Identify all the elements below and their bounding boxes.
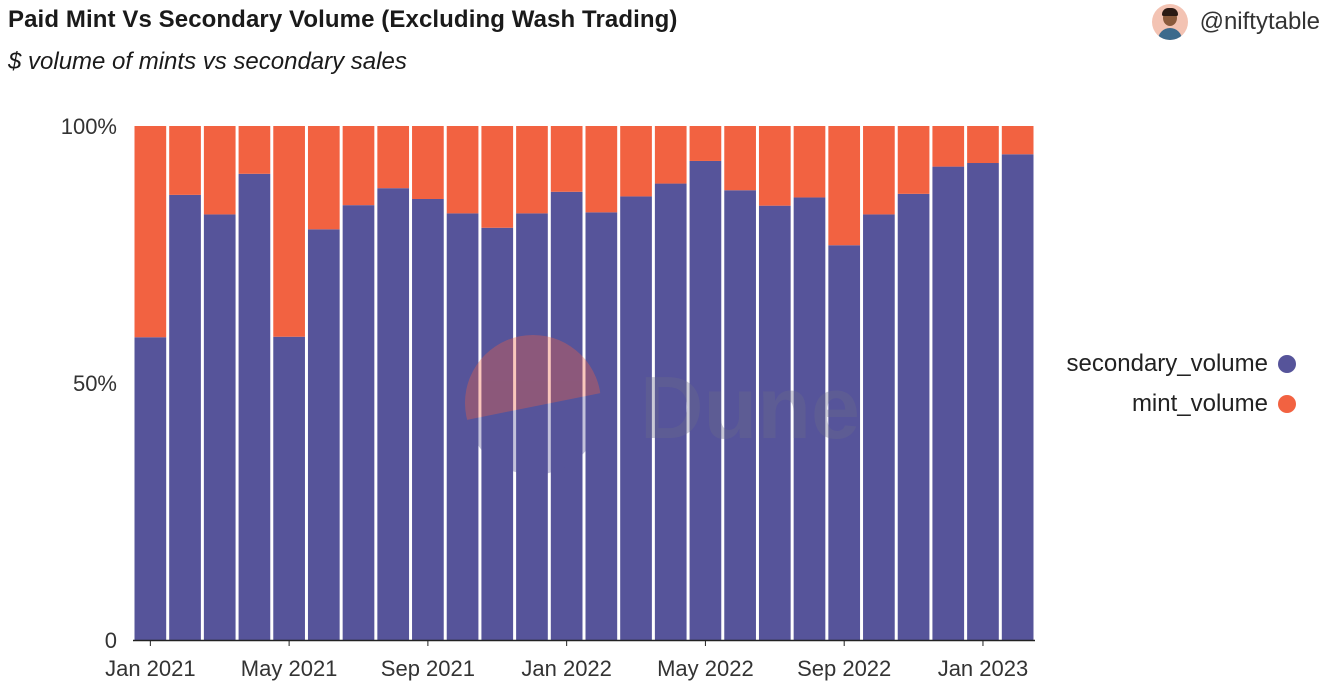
- bar-mint_volume-2022-06[interactable]: [724, 126, 756, 191]
- x-tick-label: Jan 2021: [105, 656, 196, 681]
- bar-mint_volume-2022-10[interactable]: [863, 126, 895, 215]
- legend-label: secondary_volume: [1066, 350, 1268, 377]
- bar-mint_volume-2023-02[interactable]: [1001, 126, 1034, 155]
- bar-mint_volume-2021-12[interactable]: [516, 126, 548, 214]
- bar-mint_volume-2021-08[interactable]: [377, 126, 410, 189]
- y-tick-label: 0: [105, 628, 117, 653]
- chart-title: Paid Mint Vs Secondary Volume (Excluding…: [8, 6, 678, 33]
- bar-mint_volume-2022-02[interactable]: [585, 126, 618, 213]
- chart-legend: secondary_volume mint_volume: [1067, 350, 1296, 418]
- legend-swatch: [1278, 355, 1296, 373]
- bar-secondary_volume-2022-08[interactable]: [793, 197, 826, 640]
- bar-secondary_volume-2021-07[interactable]: [342, 205, 375, 640]
- bar-mint_volume-2022-07[interactable]: [758, 126, 791, 206]
- bar-mint_volume-2021-05[interactable]: [273, 126, 305, 337]
- watermark-logo-top: [465, 335, 601, 471]
- legend-item-mint_volume[interactable]: mint_volume: [1132, 390, 1296, 418]
- bar-secondary_volume-2022-04[interactable]: [654, 183, 687, 640]
- bar-secondary_volume-2021-01[interactable]: [134, 337, 167, 640]
- x-tick-label: Jan 2023: [938, 656, 1029, 681]
- y-tick-label: 50%: [73, 371, 117, 396]
- x-tick-label: Sep 2022: [797, 656, 891, 681]
- x-tick-label: May 2022: [657, 656, 754, 681]
- bar-secondary_volume-2021-03[interactable]: [203, 214, 236, 640]
- bar-secondary_volume-2022-06[interactable]: [724, 190, 756, 640]
- avatar[interactable]: [1151, 4, 1188, 40]
- watermark-text: Dune: [640, 358, 860, 457]
- bar-mint_volume-2021-04[interactable]: [238, 126, 271, 174]
- x-tick-label: Sep 2021: [381, 656, 475, 681]
- legend-label: mint_volume: [1131, 390, 1268, 417]
- bar-mint_volume-2022-08[interactable]: [793, 126, 826, 198]
- bar-mint_volume-2021-06[interactable]: [307, 126, 340, 230]
- bar-mint_volume-2022-11[interactable]: [897, 126, 930, 194]
- legend-item-secondary_volume[interactable]: secondary_volume: [1067, 350, 1296, 378]
- bar-mint_volume-2022-01[interactable]: [550, 126, 583, 192]
- bar-secondary_volume-2021-11[interactable]: [481, 227, 514, 640]
- author-name[interactable]: @niftytable: [1199, 8, 1320, 35]
- bar-secondary_volume-2022-11[interactable]: [897, 193, 930, 640]
- bar-secondary_volume-2022-07[interactable]: [758, 205, 791, 641]
- bar-secondary_volume-2021-08[interactable]: [377, 188, 410, 640]
- bar-secondary_volume-2021-02[interactable]: [169, 194, 201, 640]
- bar-mint_volume-2021-03[interactable]: [203, 126, 236, 215]
- y-tick-label: 100%: [61, 114, 117, 139]
- author-badge[interactable]: @niftytable: [1151, 4, 1320, 40]
- bar-secondary_volume-2021-04[interactable]: [238, 173, 271, 641]
- bar-secondary_volume-2022-10[interactable]: [863, 214, 895, 640]
- watermark-logo-bottom: [467, 393, 603, 475]
- bar-mint_volume-2022-12[interactable]: [932, 126, 965, 167]
- x-tick-label: Jan 2022: [521, 656, 612, 681]
- legend-swatch: [1278, 395, 1296, 413]
- bar-mint_volume-2021-09[interactable]: [412, 126, 444, 199]
- chart-subtitle: $ volume of mints vs secondary sales: [8, 48, 407, 75]
- bar-mint_volume-2021-02[interactable]: [169, 126, 201, 195]
- x-tick-label: May 2021: [241, 656, 338, 681]
- bar-mint_volume-2023-01[interactable]: [967, 126, 999, 164]
- bar-secondary_volume-2022-01[interactable]: [550, 191, 583, 641]
- bar-mint_volume-2022-03[interactable]: [620, 126, 652, 197]
- bar-secondary_volume-2023-02[interactable]: [1001, 154, 1034, 640]
- bar-secondary_volume-2022-09[interactable]: [828, 245, 861, 640]
- bar-secondary_volume-2022-12[interactable]: [932, 166, 965, 641]
- bar-secondary_volume-2022-02[interactable]: [585, 212, 618, 640]
- bar-mint_volume-2021-10[interactable]: [446, 126, 479, 214]
- bar-mint_volume-2022-09[interactable]: [828, 126, 861, 246]
- bar-mint_volume-2022-04[interactable]: [654, 126, 687, 184]
- bar-secondary_volume-2023-01[interactable]: [967, 163, 999, 640]
- bar-secondary_volume-2022-05[interactable]: [689, 160, 722, 640]
- bar-secondary_volume-2021-05[interactable]: [273, 336, 305, 640]
- bar-secondary_volume-2021-06[interactable]: [307, 229, 340, 640]
- bar-mint_volume-2021-07[interactable]: [342, 126, 375, 206]
- bar-secondary_volume-2021-10[interactable]: [446, 213, 479, 640]
- bar-mint_volume-2021-01[interactable]: [134, 126, 167, 338]
- bar-secondary_volume-2022-03[interactable]: [620, 196, 652, 641]
- bar-mint_volume-2021-11[interactable]: [481, 126, 514, 228]
- bar-secondary_volume-2021-09[interactable]: [412, 198, 444, 641]
- bar-mint_volume-2022-05[interactable]: [689, 126, 722, 161]
- bar-secondary_volume-2021-12[interactable]: [516, 213, 548, 640]
- dune-watermark: Dune: [465, 335, 860, 475]
